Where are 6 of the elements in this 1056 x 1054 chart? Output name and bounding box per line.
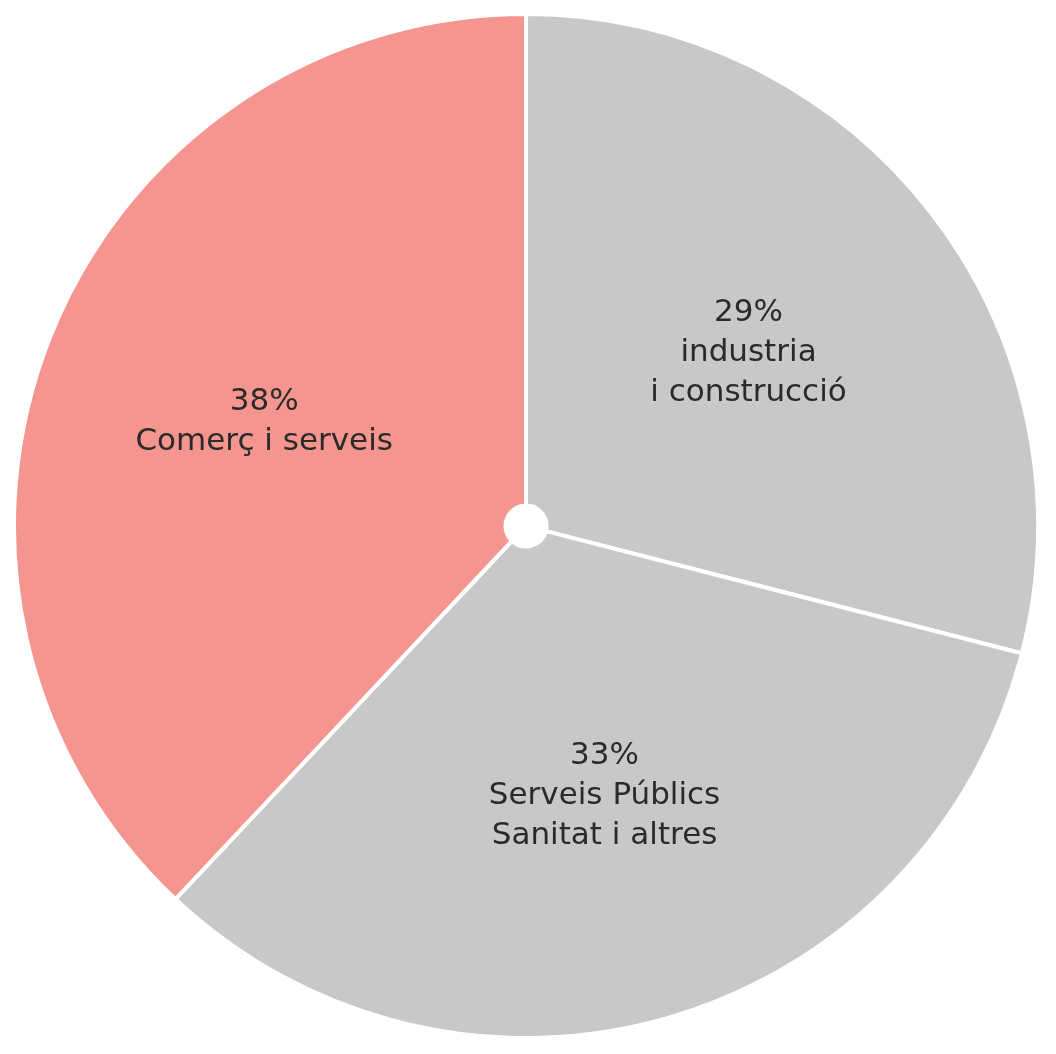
data-label: 33% [570, 735, 640, 772]
data-label: 38% [229, 381, 299, 418]
slice-label: Comerç i serveis [135, 421, 393, 458]
slice-label: industria i construcció [650, 332, 847, 409]
data-label: 29% [714, 292, 783, 329]
slice-label: Serveis Públics Sanitat i altres [488, 775, 721, 852]
